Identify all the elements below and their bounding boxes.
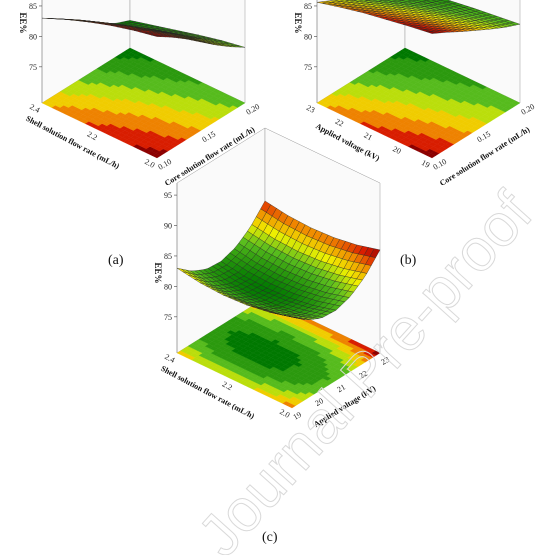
surface-cell [151,34,162,37]
y-tick-label: 19 [420,158,431,170]
z-axis-label: EE% [153,262,163,283]
z-tick-label: 80 [304,32,312,41]
floor-contour-map [41,47,246,159]
z-tick-label: 85 [304,2,312,11]
y-tick-label: 2.0 [143,157,156,170]
z-tick-label: 85 [29,2,37,11]
surface-mesh [316,0,521,34]
x-tick-label: 0.10 [432,157,449,172]
x-tick-label: 19 [292,410,303,422]
panel-label-b: (b) [400,253,417,268]
y-tick-label: 2.4 [163,352,176,365]
floor-contour-map [176,297,381,409]
x-tick-label: 0.15 [201,129,218,144]
x-tick-label: 23 [380,355,391,367]
surface-mesh [176,200,381,320]
x-tick-label: 22 [358,369,369,381]
z-tick-label: 75 [29,63,37,72]
z-tick-label: 80 [29,32,37,41]
x-tick-label: 21 [336,382,347,394]
y-tick-label: 2.2 [221,380,234,393]
panel-label-c: (c) [262,530,278,545]
x-tick-label: 20 [314,396,325,408]
x-tick-label: 0.10 [157,157,174,172]
z-tick-label: 95 [164,191,172,200]
y-tick-label: 2.4 [28,102,41,115]
z-axis: 95 90 85 80 75 EE% [153,191,177,322]
z-tick-label: 75 [304,63,312,72]
y-tick-label: 23 [305,103,316,115]
z-axis-label: EE% [293,12,303,33]
surface-cell [286,315,297,319]
z-tick-label: 90 [164,222,172,231]
floor-contour-map [316,47,521,159]
z-tick-label: 80 [164,282,172,291]
y-tick-label: 20 [391,144,402,156]
z-tick-label: 85 [164,252,172,261]
y-tick-label: 2.2 [86,130,99,143]
z-axis-label: EE% [18,12,28,33]
chart-panel-c: 95 90 85 80 75 EE% 19 20 21 22 23 Applied voltage (… [145,127,405,500]
x-tick-label: 0.20 [245,102,262,117]
x-tick-label: 0.20 [520,102,537,117]
surface-cell [426,31,437,34]
y-tick-label: 22 [334,117,345,129]
x-tick-label: 0.15 [476,129,493,144]
panel-label-a: (a) [108,253,124,268]
surface-mesh [41,17,246,48]
y-tick-label: 21 [362,131,373,143]
z-tick-label: 75 [164,313,172,322]
y-tick-label: 2.0 [278,407,291,420]
